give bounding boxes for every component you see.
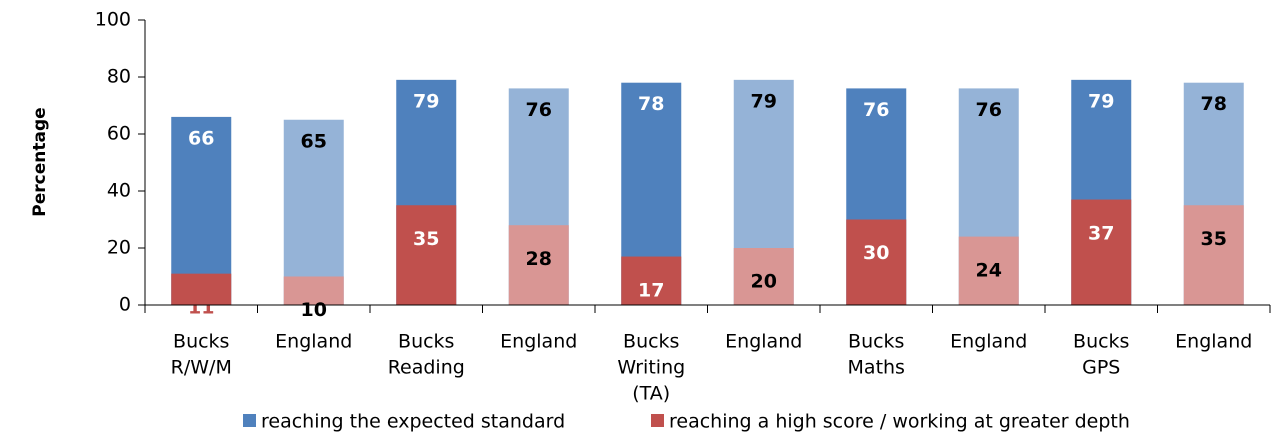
data-label: 17 xyxy=(638,279,664,301)
data-label: 10 xyxy=(301,299,327,321)
data-label: 76 xyxy=(863,99,889,121)
x-tick-label: England xyxy=(950,331,1027,353)
y-tick-label: 40 xyxy=(107,180,131,202)
data-label: 78 xyxy=(1201,93,1227,115)
bar xyxy=(1071,199,1132,305)
y-axis-label: Percentage xyxy=(30,107,50,216)
data-label: 76 xyxy=(526,99,552,121)
x-tick-label: Bucks xyxy=(1073,331,1129,353)
data-label: 35 xyxy=(413,228,439,250)
y-tick-label: 20 xyxy=(107,237,131,259)
y-tick-label: 60 xyxy=(107,123,131,145)
x-tick-label: GPS xyxy=(1082,357,1120,379)
x-tick-label: England xyxy=(500,331,577,353)
data-label: 28 xyxy=(526,248,552,270)
y-tick-label: 80 xyxy=(107,66,131,88)
data-label: 79 xyxy=(751,90,777,112)
x-tick-label: England xyxy=(1175,331,1252,353)
x-tick-label: Reading xyxy=(388,357,465,379)
bar xyxy=(1183,205,1244,305)
legend-swatch xyxy=(651,414,664,427)
bar xyxy=(621,256,682,305)
data-label: 79 xyxy=(413,90,439,112)
bar xyxy=(733,248,794,305)
x-tick-label: Bucks xyxy=(173,331,229,353)
legend-label: reaching a high score / working at great… xyxy=(669,411,1130,432)
x-tick-label: Maths xyxy=(848,357,905,379)
x-tick-label: Bucks xyxy=(623,331,679,353)
y-tick-label: 100 xyxy=(95,9,131,31)
bar xyxy=(846,219,907,305)
legend-label: reaching the expected standard xyxy=(261,411,565,432)
x-tick-label: England xyxy=(725,331,802,353)
data-label: 11 xyxy=(188,296,214,318)
data-label: 66 xyxy=(188,127,214,149)
x-tick-label: Bucks xyxy=(398,331,454,353)
data-label: 78 xyxy=(638,93,664,115)
data-label: 65 xyxy=(301,130,327,152)
y-tick-label: 0 xyxy=(119,294,131,316)
x-tick-label: (TA) xyxy=(632,383,670,405)
data-label: 37 xyxy=(1088,222,1114,244)
bar xyxy=(396,205,457,305)
data-label: 30 xyxy=(863,242,889,264)
x-tick-label: Writing xyxy=(617,357,685,379)
bar xyxy=(508,225,569,305)
data-label: 76 xyxy=(976,99,1002,121)
bar xyxy=(283,276,344,305)
bar xyxy=(283,119,344,305)
x-tick-label: England xyxy=(275,331,352,353)
data-label: 20 xyxy=(751,271,777,293)
data-label: 79 xyxy=(1088,90,1114,112)
bar xyxy=(171,273,232,305)
legend-swatch xyxy=(243,414,256,427)
x-tick-label: Bucks xyxy=(848,331,904,353)
data-label: 24 xyxy=(976,259,1002,281)
x-tick-label: R/W/M xyxy=(171,357,232,379)
bar xyxy=(958,236,1019,305)
data-label: 35 xyxy=(1201,228,1227,250)
